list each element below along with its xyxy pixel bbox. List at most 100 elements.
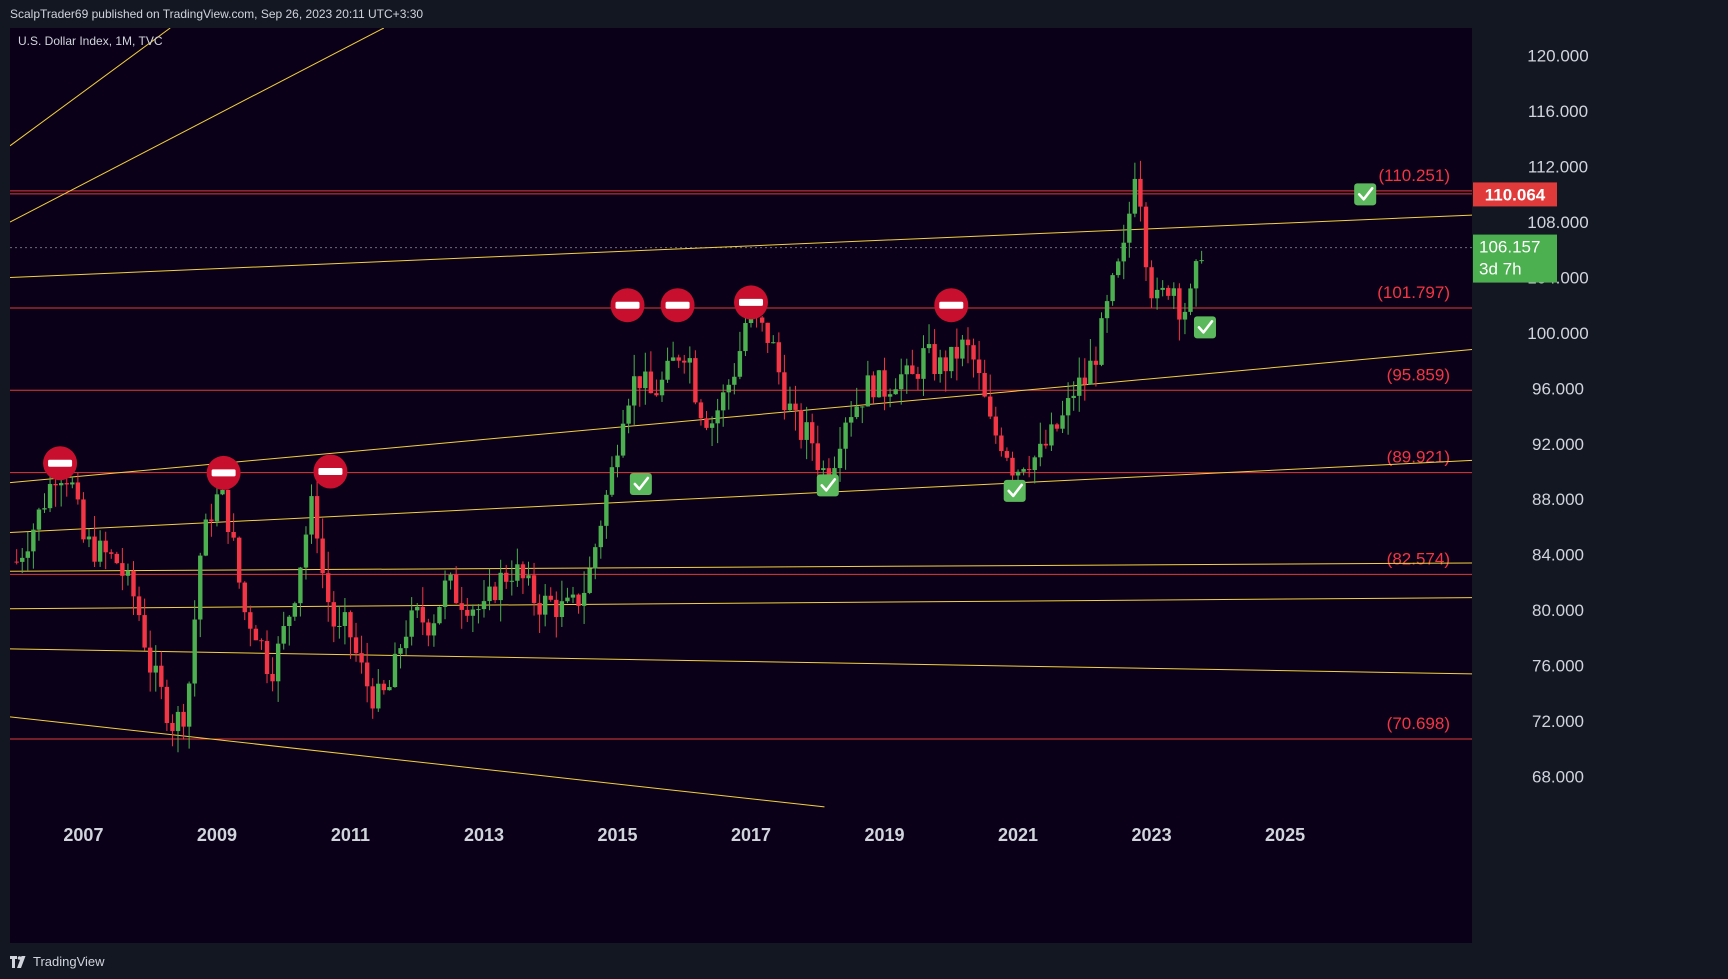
y-axis-tick-label: 120.000 bbox=[1527, 47, 1588, 66]
candle-body bbox=[1065, 398, 1071, 416]
candle-body bbox=[593, 547, 598, 569]
candle-body bbox=[53, 483, 58, 486]
candle-body bbox=[620, 423, 626, 456]
y-axis-tick-label: 112.000 bbox=[1528, 158, 1588, 177]
candle-body bbox=[131, 570, 136, 597]
candle-body bbox=[203, 519, 209, 556]
candle-body bbox=[576, 594, 581, 606]
candle-body bbox=[465, 609, 470, 616]
x-axis-tick-label: 2007 bbox=[63, 825, 103, 845]
candle-body bbox=[498, 572, 503, 601]
tradingview-brand: TradingView bbox=[33, 954, 105, 969]
candle-body bbox=[1115, 261, 1121, 276]
candle-body bbox=[531, 575, 537, 603]
candle-body bbox=[1121, 242, 1126, 262]
candle-body bbox=[793, 403, 798, 410]
candle-body bbox=[253, 628, 259, 641]
candle-body bbox=[704, 418, 709, 428]
candle-body bbox=[376, 683, 381, 709]
candle-body bbox=[743, 323, 748, 352]
candle-body bbox=[1015, 471, 1021, 476]
candle-body bbox=[1160, 287, 1165, 290]
candle-body bbox=[1093, 360, 1099, 365]
price-axis-background bbox=[1472, 28, 1728, 943]
candle-body bbox=[175, 711, 181, 732]
candle-body bbox=[415, 606, 420, 611]
candle-body bbox=[537, 602, 542, 615]
candle-body bbox=[1143, 206, 1149, 268]
tradingview-logo-icon bbox=[10, 955, 26, 968]
y-axis-tick-label: 116.000 bbox=[1528, 102, 1588, 121]
candle-body bbox=[932, 344, 937, 374]
candle-body bbox=[103, 540, 108, 553]
x-axis-tick-label: 2025 bbox=[1265, 825, 1305, 845]
level-price-tag-text: 110.064 bbox=[1485, 185, 1546, 204]
candle-body bbox=[771, 342, 776, 344]
candle-body bbox=[1026, 469, 1032, 471]
candle-body bbox=[698, 402, 704, 419]
candle-body bbox=[81, 499, 86, 540]
y-axis-tick-label: 88.000 bbox=[1532, 490, 1584, 509]
candle-body bbox=[448, 574, 453, 581]
stop-marker-bar bbox=[665, 301, 690, 309]
candle-body bbox=[1132, 178, 1138, 214]
candle-body bbox=[237, 537, 242, 583]
candle-body bbox=[136, 596, 142, 616]
candle-body bbox=[670, 357, 676, 361]
candle-body bbox=[810, 422, 815, 444]
candle-body bbox=[1166, 287, 1171, 296]
candle-body bbox=[687, 358, 693, 363]
stop-marker-bar bbox=[615, 301, 640, 309]
candle-body bbox=[581, 592, 587, 606]
candle-body bbox=[381, 683, 387, 691]
candle-body bbox=[643, 371, 648, 389]
chart-area[interactable]: (110.251) (101.797) (95.859) (89.921) (82.57… bbox=[10, 28, 1728, 943]
candle-body bbox=[732, 376, 737, 385]
x-axis-tick-label: 2011 bbox=[331, 825, 370, 845]
stop-marker-bar bbox=[48, 459, 73, 467]
candle-body bbox=[876, 370, 882, 398]
checkmark-icon bbox=[1003, 479, 1026, 502]
x-axis-tick-label: 2023 bbox=[1132, 825, 1172, 845]
candle-body bbox=[1004, 451, 1010, 458]
candle-body bbox=[798, 409, 804, 440]
candle-body bbox=[604, 494, 609, 526]
candle-body bbox=[153, 665, 158, 673]
candle-body bbox=[570, 594, 576, 598]
candle-body bbox=[481, 601, 487, 610]
candle-body bbox=[114, 553, 120, 564]
candle-body bbox=[921, 348, 926, 379]
candle-body bbox=[821, 468, 826, 471]
x-axis-tick-label: 2015 bbox=[597, 825, 637, 845]
candle-body bbox=[737, 351, 743, 377]
candle-body bbox=[971, 345, 976, 360]
candle-body bbox=[637, 376, 642, 389]
candle-body bbox=[370, 686, 375, 709]
candle-body bbox=[1032, 457, 1037, 471]
candle-body bbox=[654, 393, 659, 396]
candle-body bbox=[1054, 424, 1060, 429]
x-axis-tick-label: 2019 bbox=[865, 825, 905, 845]
candle-body bbox=[192, 619, 197, 684]
x-axis-tick-label: 2017 bbox=[731, 825, 771, 845]
candle-body bbox=[431, 623, 437, 636]
candle-body bbox=[1154, 289, 1160, 299]
checkmark-glyph bbox=[1357, 187, 1374, 201]
candle-body bbox=[209, 519, 214, 522]
candle-body bbox=[720, 392, 726, 411]
candle-body bbox=[164, 686, 170, 724]
trendline bbox=[10, 597, 1473, 610]
candle-body bbox=[403, 636, 409, 649]
candle-body bbox=[782, 372, 787, 411]
checkmark-glyph bbox=[1007, 483, 1024, 498]
level-label: (101.797) bbox=[1377, 283, 1450, 302]
candle-body bbox=[1182, 311, 1188, 320]
candle-body bbox=[926, 344, 932, 349]
y-axis-tick-label: 92.000 bbox=[1532, 435, 1584, 454]
candle-body bbox=[943, 357, 948, 372]
candle-body bbox=[526, 575, 531, 579]
candle-body bbox=[476, 609, 481, 611]
candle-body bbox=[186, 683, 192, 727]
candle-body bbox=[459, 603, 464, 610]
price-chart[interactable]: (110.251)(101.797)(95.859)(89.921)(82.57… bbox=[10, 28, 1728, 943]
